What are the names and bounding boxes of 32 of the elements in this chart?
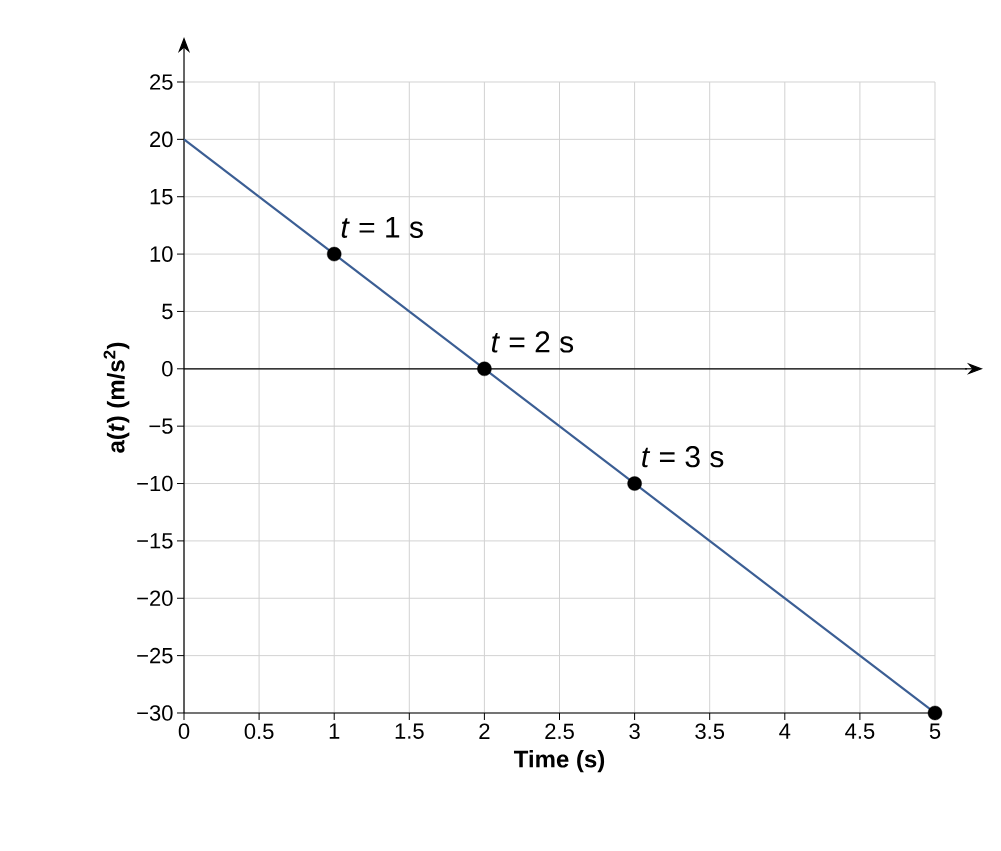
y-tick-label: −15 <box>137 533 173 549</box>
annotation: t = 3 s <box>642 446 724 468</box>
y-axis-title: a(t) (m/s$^{2}$) <box>103 342 130 453</box>
x-tick-label: 1.5 <box>395 723 424 739</box>
y-tick-label: −20 <box>137 590 173 607</box>
y-tick-label: −30 <box>137 705 173 721</box>
x-tick-label: 2 <box>479 723 490 739</box>
y-tick-label: 0 <box>162 361 173 377</box>
y-tick-label: 25 <box>150 74 173 90</box>
x-tick-label: 0.5 <box>244 723 274 740</box>
point <box>927 705 943 721</box>
x-tick-label: 4 <box>779 723 791 739</box>
point <box>477 361 492 377</box>
y-tick-label: −5 <box>149 418 173 434</box>
annotation: t = 2 s <box>491 331 574 353</box>
x-tick-label: 4.5 <box>845 723 875 739</box>
x-axis-title: Time (s) <box>513 749 605 773</box>
y-tick-label: −10 <box>137 475 173 492</box>
y-tick-label: 10 <box>150 246 173 262</box>
x-tick-label: 5 <box>929 723 941 739</box>
y-tick-label: 5 <box>162 303 173 320</box>
y-tick-label: 15 <box>150 189 173 205</box>
annotation: t = 1 s <box>341 216 423 238</box>
x-tick-label: 0 <box>178 723 190 740</box>
x-tick-label: 3.5 <box>695 723 725 740</box>
x-tick-label: 2.5 <box>545 723 574 740</box>
point <box>627 476 642 491</box>
point <box>327 246 342 262</box>
x-tick-label: 3 <box>629 723 640 740</box>
y-tick-label: 20 <box>150 131 173 148</box>
y-tick-label: −25 <box>137 647 173 664</box>
x-tick-label: 1 <box>329 723 340 739</box>
